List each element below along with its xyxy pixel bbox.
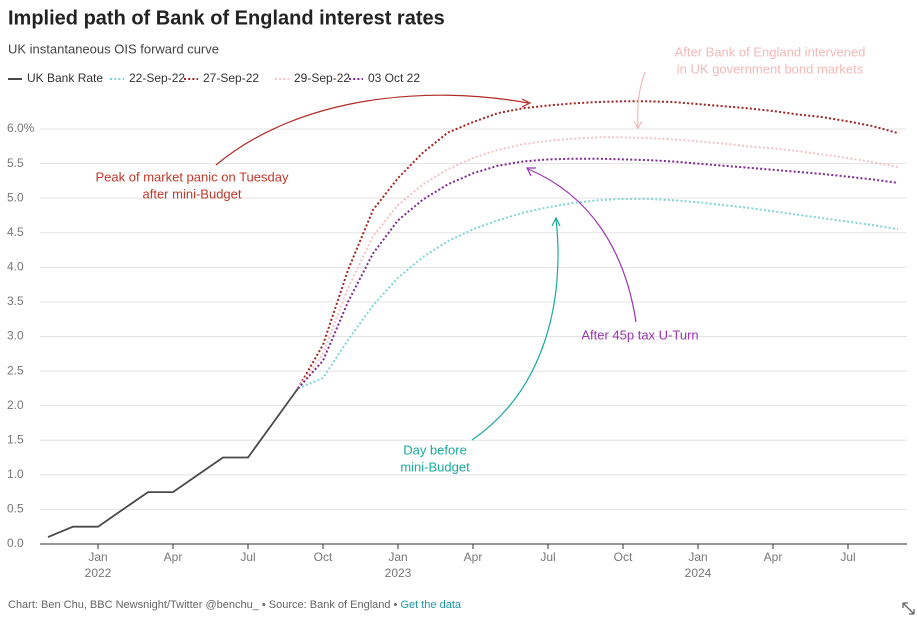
expand-icon[interactable] xyxy=(902,602,915,615)
series-line xyxy=(297,197,899,390)
y-tick-label: 3.5 xyxy=(7,294,24,308)
y-tick-label: 5.0 xyxy=(7,190,24,204)
x-tick-year: 2022 xyxy=(85,566,112,580)
y-tick-label: 0.0 xyxy=(7,536,24,550)
y-tick-label: 2.0 xyxy=(7,398,24,412)
series-line xyxy=(297,136,899,389)
x-tick-label: Jul xyxy=(840,550,855,564)
x-tick-year: 2024 xyxy=(685,566,712,580)
legend-label: 29-Sep-22 xyxy=(294,71,350,85)
arrow xyxy=(471,218,559,441)
legend-label: 27-Sep-22 xyxy=(203,71,259,85)
x-tick-label: Apr xyxy=(164,550,183,564)
x-tick-label: Jul xyxy=(240,550,255,564)
y-tick-label: 5.5 xyxy=(7,156,24,170)
x-tick-label: Apr xyxy=(464,550,483,564)
y-tick-label: 3.0 xyxy=(7,329,24,343)
x-tick-label: Jan xyxy=(688,550,707,564)
annotation: Peak of market panic on Tuesday xyxy=(96,169,289,184)
credit: Chart: Ben Chu, BBC Newsnight/Twitter @b… xyxy=(8,599,398,611)
x-tick-label: Jul xyxy=(540,550,555,564)
annotation: Day before xyxy=(403,442,467,457)
annotation: After 45p tax U-Turn xyxy=(581,327,698,342)
annotation: After Bank of England intervened xyxy=(675,44,866,59)
y-tick-label: 4.0 xyxy=(7,260,24,274)
legend-label: 03 Oct 22 xyxy=(368,71,420,85)
y-tick-label: 2.5 xyxy=(7,363,24,377)
y-tick-label: 4.5 xyxy=(7,225,24,239)
series-line xyxy=(297,157,899,390)
arrow xyxy=(215,94,529,166)
series-line xyxy=(47,387,299,538)
arrowhead xyxy=(526,167,536,177)
grid: 0.0 0.5 1.0 1.5 2.0 2.5 3.0 3.5 4.0 4.5 5.0 5.5 6.0%… xyxy=(7,121,907,580)
series-line xyxy=(297,100,899,389)
y-tick-label: 1.0 xyxy=(7,467,24,481)
annotation: mini-Budget xyxy=(400,459,470,474)
annotation: in UK government bond markets xyxy=(677,61,864,76)
chart-subtitle: UK instantaneous OIS forward curve xyxy=(8,41,219,56)
x-tick-label: Jan xyxy=(88,550,107,564)
x-tick-label: Oct xyxy=(614,550,633,564)
y-tick-label: 0.5 xyxy=(7,502,24,516)
annotation-arrows xyxy=(215,71,646,441)
y-tick-label: 6.0% xyxy=(7,121,35,135)
y-tick-label: 1.5 xyxy=(7,432,24,446)
x-tick-label: Oct xyxy=(314,550,333,564)
x-tick-year: 2023 xyxy=(385,566,412,580)
annotation: after mini-Budget xyxy=(143,186,242,201)
arrow xyxy=(637,71,646,128)
footer: Chart: Ben Chu, BBC Newsnight/Twitter @b… xyxy=(8,599,461,611)
arrowhead xyxy=(551,216,561,227)
arrow xyxy=(527,168,637,323)
arrowhead xyxy=(521,98,532,108)
chart-title: Implied path of Bank of England interest… xyxy=(8,7,445,29)
lines xyxy=(47,100,899,538)
arrowhead xyxy=(633,120,643,130)
data-link[interactable]: Get the data xyxy=(400,599,462,611)
x-tick-label: Apr xyxy=(764,550,783,564)
x-tick-label: Jan xyxy=(388,550,407,564)
legend-label: UK Bank Rate xyxy=(27,71,103,85)
legend-label: 22-Sep-22 xyxy=(129,71,185,85)
